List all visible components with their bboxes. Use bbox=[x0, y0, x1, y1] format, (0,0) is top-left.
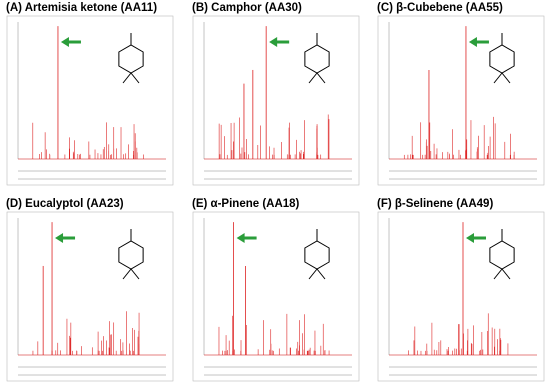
panel: (F) β-Selinene (AA49) bbox=[377, 198, 545, 382]
molecule bbox=[489, 240, 515, 270]
molecule bbox=[304, 240, 330, 270]
panel: (D) Eucalyptol (AA23) bbox=[6, 198, 174, 382]
molecule bbox=[501, 268, 511, 280]
molecule bbox=[118, 240, 144, 270]
panel-frame bbox=[6, 211, 174, 382]
panel-frame bbox=[377, 15, 545, 186]
panel: (B) Camphor (AA30) bbox=[192, 2, 360, 186]
panel-frame bbox=[192, 211, 360, 382]
molecule bbox=[308, 268, 318, 280]
panel: (A) Artemisia ketone (AA11) bbox=[6, 2, 174, 186]
molecule bbox=[130, 72, 140, 84]
molecule bbox=[501, 72, 511, 84]
molecule bbox=[304, 44, 330, 74]
arrow-head bbox=[60, 37, 69, 47]
panel-title: (E) α-Pinene (AA18) bbox=[192, 198, 300, 210]
panel-frame bbox=[192, 15, 360, 186]
arrow-head bbox=[466, 233, 474, 243]
panel: (E) α-Pinene (AA18) bbox=[192, 198, 360, 382]
molecule bbox=[122, 72, 132, 84]
molecule bbox=[493, 268, 503, 280]
molecule bbox=[493, 72, 503, 84]
panel-title: (B) Camphor (AA30) bbox=[192, 2, 302, 14]
panel-title: (A) Artemisia ketone (AA11) bbox=[6, 2, 157, 14]
panel-frame bbox=[377, 211, 545, 382]
molecule bbox=[308, 72, 318, 84]
molecule bbox=[316, 268, 326, 280]
molecule bbox=[122, 268, 132, 280]
molecule bbox=[130, 268, 140, 280]
panel-title: (F) β-Selinene (AA49) bbox=[377, 198, 493, 210]
molecule bbox=[118, 44, 144, 74]
molecule bbox=[316, 72, 326, 84]
panel: (C) β-Cubebene (AA55) bbox=[377, 2, 545, 186]
panel-title: (D) Eucalyptol (AA23) bbox=[6, 198, 124, 210]
panel-title: (C) β-Cubebene (AA55) bbox=[377, 2, 503, 14]
arrow-head bbox=[236, 233, 245, 243]
arrow-head bbox=[55, 233, 64, 243]
arrow-head bbox=[269, 37, 278, 47]
molecule bbox=[489, 44, 515, 74]
arrow-head bbox=[468, 37, 477, 47]
panel-frame bbox=[6, 15, 174, 186]
